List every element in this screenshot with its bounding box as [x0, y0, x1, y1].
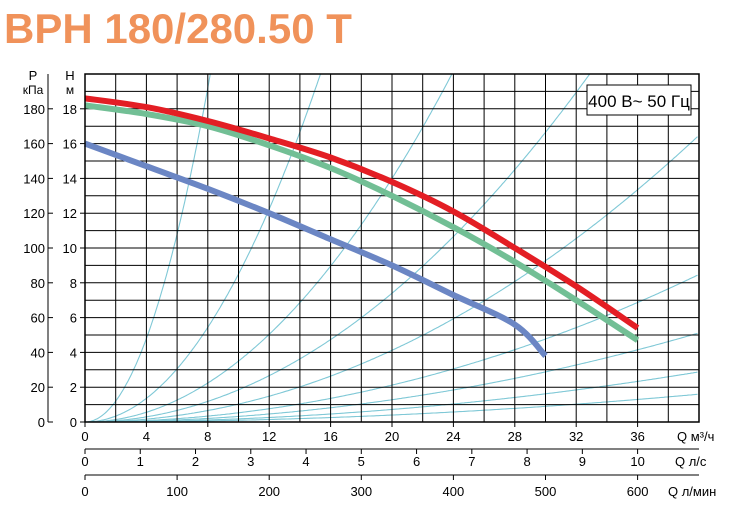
- head-tick-label: 12: [63, 206, 77, 221]
- pressure-tick-label: 20: [31, 380, 45, 395]
- flow-ls-tick-label: 9: [579, 454, 586, 469]
- flow-ls-axis-label: Q л/с: [675, 454, 707, 469]
- flow-m3h-tick-label: 36: [630, 429, 644, 444]
- pressure-tick-label: 160: [23, 137, 45, 152]
- pressure-tick-label: 60: [31, 311, 45, 326]
- pressure-tick-label: 40: [31, 345, 45, 360]
- system-curve: [85, 393, 698, 423]
- flow-lmin-tick-label: 400: [443, 484, 465, 499]
- flow-m3h-tick-label: 32: [569, 429, 583, 444]
- pressure-tick-label: 120: [23, 206, 45, 221]
- pump-curve-red: [84, 95, 640, 331]
- flow-lmin-tick-label: 100: [166, 484, 188, 499]
- annotation-layer: 400 В~ 50 Гц: [586, 84, 692, 116]
- flow-lmin-tick-label: 0: [81, 484, 88, 499]
- series-layer: [83, 95, 640, 358]
- pressure-tick-label: 100: [23, 241, 45, 256]
- flow-m3h-tick-label: 12: [262, 429, 276, 444]
- head-tick-label: 4: [70, 345, 77, 360]
- flow-m3h-tick-label: 28: [508, 429, 522, 444]
- head-axis-label: Н: [65, 68, 74, 83]
- grid-layer: [85, 74, 699, 422]
- flow-ls-tick-label: 8: [523, 454, 530, 469]
- head-tick-label: 18: [63, 102, 77, 117]
- flow-lmin-tick-label: 300: [350, 484, 372, 499]
- head-tick-label: 0: [70, 415, 77, 430]
- flow-lmin-tick-label: 200: [258, 484, 280, 499]
- flow-m3h-tick-label: 20: [385, 429, 399, 444]
- system-curve: [85, 136, 698, 423]
- system-curve: [85, 332, 698, 423]
- head-tick-label: 8: [70, 276, 77, 291]
- flow-m3h-tick-label: 8: [204, 429, 211, 444]
- flow-m3h-tick-label: 24: [446, 429, 460, 444]
- flow-m3h-axis-label: Q м³/ч: [677, 429, 714, 444]
- head-tick-label: 2: [70, 380, 77, 395]
- flow-ls-tick-label: 5: [358, 454, 365, 469]
- system-curve: [85, 274, 698, 423]
- flow-m3h-tick-label: 0: [81, 429, 88, 444]
- voltage-badge-text: 400 В~ 50 Гц: [588, 92, 690, 111]
- flow-ls-tick-label: 4: [302, 454, 309, 469]
- chart-title: BPH 180/280.50 T: [4, 5, 352, 52]
- flow-ls-tick-label: 1: [137, 454, 144, 469]
- flow-m3h-tick-label: 16: [323, 429, 337, 444]
- head-tick-label: 14: [63, 171, 77, 186]
- pump-curve-green: [84, 102, 640, 343]
- head-tick-label: 6: [70, 311, 77, 326]
- flow-ls-tick-label: 2: [192, 454, 199, 469]
- pump-curve-blue: [83, 140, 548, 358]
- axes-layer: 020406080100120140160180PкПа024681012141…: [23, 68, 717, 499]
- flow-lmin-tick-label: 500: [535, 484, 557, 499]
- head-axis-unit: м: [66, 83, 74, 97]
- flow-ls-tick-label: 3: [247, 454, 254, 469]
- flow-ls-tick-label: 6: [413, 454, 420, 469]
- flow-ls-tick-label: 0: [81, 454, 88, 469]
- flow-ls-tick-label: 10: [630, 454, 644, 469]
- pressure-axis-label: P: [29, 68, 38, 83]
- flow-lmin-axis-label: Q л/мин: [668, 484, 716, 499]
- flow-lmin-tick-label: 600: [627, 484, 649, 499]
- voltage-badge-box: [586, 84, 692, 116]
- pressure-tick-label: 180: [23, 102, 45, 117]
- pressure-tick-label: 80: [31, 276, 45, 291]
- head-tick-label: 16: [63, 137, 77, 152]
- flow-m3h-tick-label: 4: [143, 429, 150, 444]
- pressure-tick-label: 0: [38, 415, 45, 430]
- head-tick-label: 10: [63, 241, 77, 256]
- pressure-tick-label: 140: [23, 171, 45, 186]
- pressure-axis-unit: кПа: [23, 83, 44, 97]
- flow-ls-tick-label: 7: [468, 454, 475, 469]
